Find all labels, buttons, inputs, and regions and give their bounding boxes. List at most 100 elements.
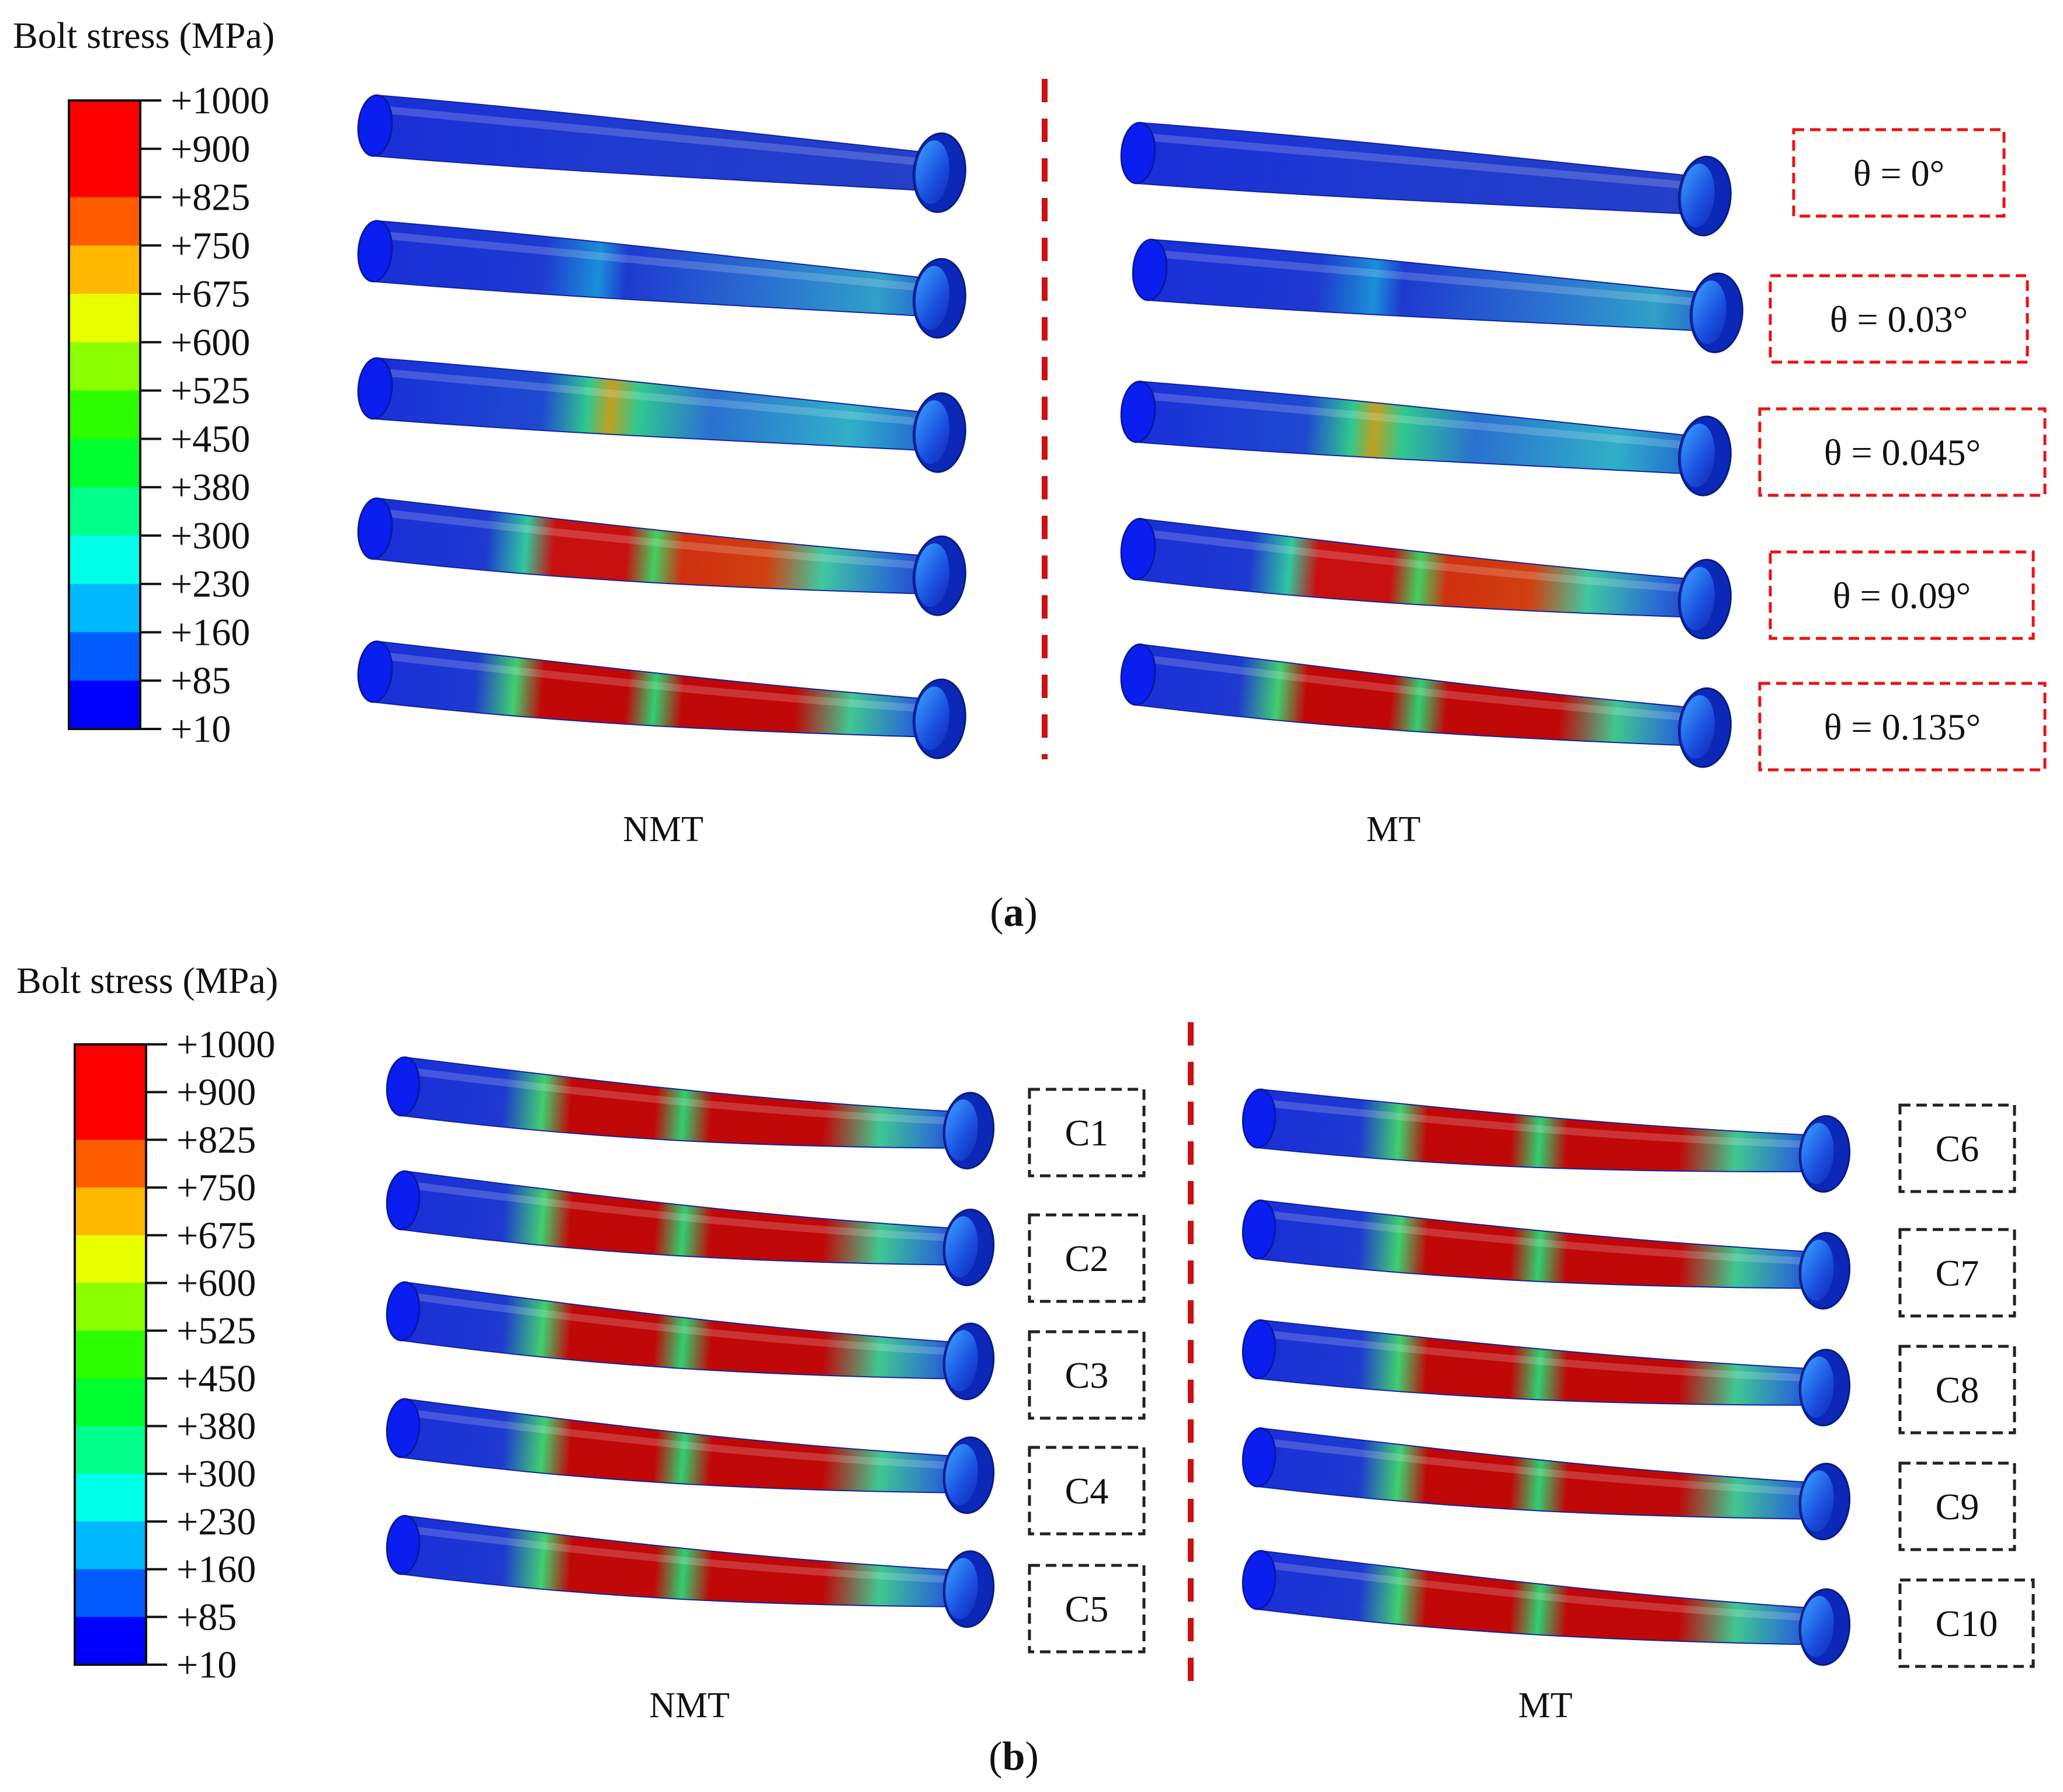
bolt-shank	[1256, 1088, 1822, 1173]
legend-band	[69, 197, 140, 246]
legend-tick-label: +600	[176, 1262, 256, 1304]
legend-frame	[74, 1043, 147, 1666]
bolt-shank	[1256, 1319, 1822, 1406]
bolt	[357, 357, 966, 473]
label-box-text: θ = 0.03°	[1830, 298, 1968, 340]
legend-tick-label: +900	[176, 1071, 256, 1114]
label-box-frame	[1028, 1446, 1146, 1536]
label-nmt-a: NMT	[623, 810, 703, 849]
bolt-end-cap	[357, 220, 393, 283]
label-box-frame	[1898, 1103, 2016, 1193]
bolt-highlight	[376, 651, 936, 713]
label-box-text: C2	[1065, 1238, 1109, 1279]
legend-band	[69, 294, 140, 343]
legend-band	[69, 342, 140, 391]
label-box-frame	[1792, 128, 2006, 218]
legend-band	[69, 439, 140, 488]
legend-tick-label: +85	[176, 1596, 237, 1638]
bolt-end-cap	[1242, 1199, 1277, 1260]
legend-tick-label: +525	[176, 1310, 256, 1352]
bolt-highlight	[1260, 1437, 1821, 1496]
legend-tick-label: +85	[171, 659, 231, 702]
label-box-frame	[1028, 1564, 1146, 1654]
legend-frame	[68, 99, 141, 730]
legend-tick-label: +450	[171, 418, 250, 460]
label-box-frame	[1769, 274, 2029, 364]
bolt-shank	[1256, 1550, 1822, 1645]
legend-band	[69, 390, 140, 439]
legend-tick-label: +525	[171, 370, 250, 412]
case-label-box: C4	[1028, 1446, 1146, 1536]
legend-tick-label: +380	[171, 466, 250, 509]
bolt	[386, 1056, 995, 1170]
bolt-head	[1801, 1356, 1834, 1418]
caption-a: (a)	[990, 890, 1038, 935]
case-label-box: C7	[1898, 1228, 2016, 1318]
label-box-text: C5	[1065, 1588, 1109, 1630]
bolt	[1242, 1427, 1851, 1541]
bolt-head	[945, 1216, 978, 1278]
case-label-box: C10	[1898, 1578, 2035, 1668]
bolt-highlight	[1260, 1329, 1821, 1383]
bolt-shank	[372, 498, 937, 595]
angle-label-box: θ = 0.135°	[1758, 682, 2047, 772]
bolt-highlight	[376, 368, 936, 427]
color-legend-b: +1000 +900 +825 +750 +675 +600 +525 +450 +380 +30…	[74, 1023, 275, 1686]
bolt-highlight	[1260, 1560, 1821, 1622]
bolt-shank	[372, 220, 937, 318]
bolt-highlight	[404, 1067, 965, 1126]
legend-band	[69, 680, 140, 730]
bolt	[1242, 1550, 1851, 1666]
label-box-text: C7	[1936, 1252, 1979, 1294]
bolt-end-cap	[386, 1056, 421, 1117]
bolt-head	[1681, 423, 1715, 488]
legend-tick-label: +450	[176, 1357, 256, 1400]
legend-tick-label: +1000	[171, 79, 269, 122]
bolt	[386, 1398, 995, 1515]
bolt-end-cap	[1132, 238, 1168, 301]
bolt-shank	[1135, 518, 1703, 619]
bolt-end-cap	[1242, 1088, 1277, 1149]
bolt-head	[1681, 164, 1715, 228]
label-box-frame	[1898, 1228, 2016, 1318]
bolt-end-cap	[357, 497, 393, 560]
angle-label-box: θ = 0.03°	[1769, 274, 2029, 364]
bolt	[357, 640, 966, 759]
legend-band	[75, 1140, 146, 1188]
bolt-head	[916, 400, 949, 464]
legend-band	[69, 535, 140, 585]
bolt-end-cap	[357, 94, 393, 157]
bolt-end-cap	[386, 1515, 421, 1575]
bolt-end-cap	[1120, 121, 1156, 185]
bolt-shank	[400, 1171, 966, 1266]
bolt	[1242, 1199, 1851, 1310]
angle-label-box: θ = 0.09°	[1769, 550, 2035, 640]
bolt-highlight	[1139, 391, 1701, 450]
label-box-frame	[1898, 1461, 2016, 1551]
legend-tick-label: +675	[171, 273, 250, 315]
bolt	[357, 497, 966, 616]
bolt-head	[1801, 1239, 1834, 1301]
bolt-shank	[1135, 122, 1703, 216]
bolt-end-cap	[386, 1398, 421, 1458]
legend-band	[69, 148, 140, 198]
label-box-text: C6	[1936, 1128, 1979, 1169]
label-box-text: C10	[1936, 1603, 1998, 1644]
legend-band	[75, 1378, 146, 1427]
label-box-text: θ = 0.045°	[1824, 432, 1981, 473]
bolt	[1120, 643, 1732, 768]
legend-tick-label: +900	[171, 128, 250, 171]
label-box-text: C3	[1065, 1355, 1109, 1396]
legend-band	[75, 1283, 146, 1331]
label-mt-b: MT	[1518, 1686, 1573, 1725]
label-nmt-b: NMT	[649, 1686, 730, 1725]
bolt-rows-a	[357, 94, 1743, 768]
bolt-head	[916, 543, 949, 607]
bolt-shank	[1135, 644, 1703, 747]
case-labels: C1 C2 C3 C4 C5 C6 C7 C8 C9 C10	[1028, 1088, 2035, 1668]
legend-band	[75, 1617, 146, 1665]
bolt-shank	[372, 641, 937, 738]
case-label-box: C9	[1898, 1461, 2016, 1551]
label-box-text: C1	[1065, 1112, 1109, 1154]
bolt-head	[1693, 280, 1726, 345]
